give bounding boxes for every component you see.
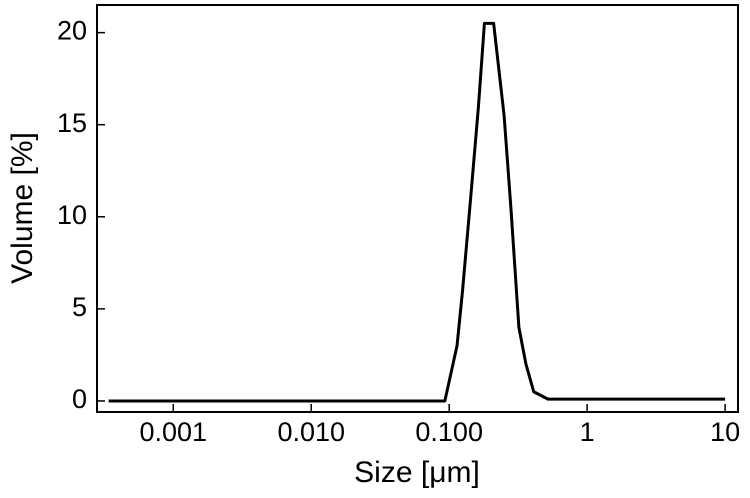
plot-frame xyxy=(96,4,739,413)
y-tick-label: 20 xyxy=(57,16,87,46)
y-axis-label: Volume [%] xyxy=(6,132,39,284)
x-tick-label: 0.010 xyxy=(277,417,345,447)
data-line xyxy=(108,21,726,403)
x-axis-label: Size [μm] xyxy=(354,456,480,489)
y-tick-label: 10 xyxy=(57,200,87,230)
x-tick-label: 10 xyxy=(710,417,740,447)
y-tick-label: 15 xyxy=(57,108,87,138)
y-tick-label: 5 xyxy=(72,292,87,322)
x-tick-label: 0.100 xyxy=(415,417,483,447)
x-tick-label: 0.001 xyxy=(139,417,207,447)
x-tick-label: 1 xyxy=(580,417,595,447)
y-tick-label: 0 xyxy=(72,384,87,414)
